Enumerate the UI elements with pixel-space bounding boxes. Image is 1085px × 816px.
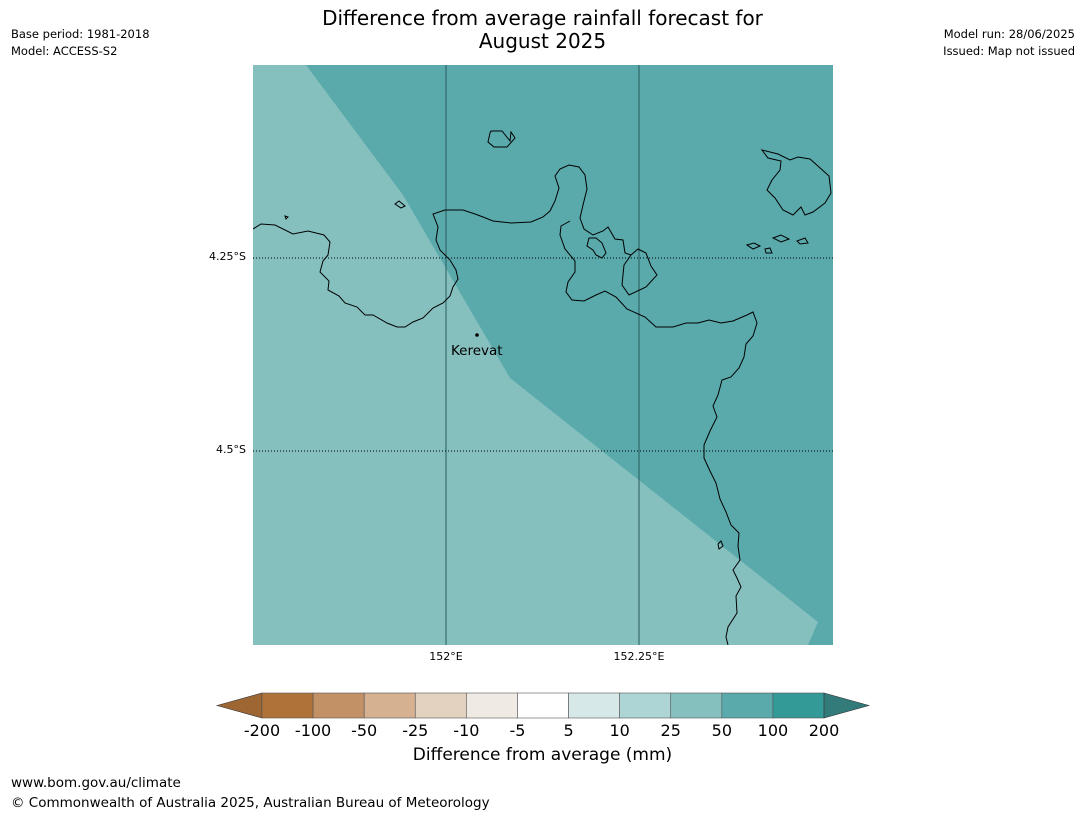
colorbar (215, 692, 871, 719)
colorbar-tick: 100 (757, 721, 789, 740)
coastline (253, 130, 832, 645)
title-line-2: August 2025 (478, 29, 607, 53)
meta-right: Model run: 28/06/2025 Issued: Map not is… (943, 26, 1075, 60)
model-run: Model run: 28/06/2025 (943, 27, 1075, 41)
lat-tick-4-25: 4.25°S (209, 250, 246, 263)
colorbar-tick: -5 (509, 721, 526, 740)
colorbar-tick: 200 (808, 721, 840, 740)
colorbar-label: Difference from average (mm) (412, 745, 673, 765)
colorbar-box (466, 692, 518, 719)
map-title: Difference from average rainfall forecas… (0, 7, 1085, 53)
band-50-100 (306, 65, 833, 645)
colorbar-box (721, 692, 774, 719)
colorbar-tick: -10 (453, 721, 480, 740)
colorbar-box (670, 692, 723, 719)
base-period: Base period: 1981-2018 (11, 27, 150, 41)
lat-tick-4-5: 4.5°S (216, 443, 246, 456)
model-name: Model: ACCESS-S2 (11, 44, 118, 58)
colorbar-tick: -50 (351, 721, 378, 740)
kerevat-dot (475, 333, 479, 337)
lon-tick-152-25: 152.25°E (613, 650, 665, 663)
meta-left: Base period: 1981-2018 Model: ACCESS-S2 (11, 26, 150, 60)
footer-copyright: © Commonwealth of Australia 2025, Austra… (11, 795, 490, 811)
colorbar-tick: -25 (402, 721, 429, 740)
colorbar-box (363, 692, 416, 719)
colorbar-box (568, 692, 620, 719)
footer-url[interactable]: www.bom.gov.au/climate (11, 775, 181, 791)
colorbar-tick: 25 (660, 721, 681, 740)
title-line-1: Difference from average rainfall forecas… (322, 6, 763, 30)
colorbar-tick: 10 (609, 721, 630, 740)
colorbar-box (517, 692, 569, 719)
colorbar-box (261, 692, 314, 719)
colorbar-extend-high (823, 692, 871, 719)
colorbar-box (414, 692, 467, 719)
colorbar-box (312, 692, 365, 719)
rainfall-map: Kerevat (253, 65, 833, 645)
lon-tick-152: 152°E (429, 650, 463, 663)
issued-status: Issued: Map not issued (943, 44, 1075, 58)
colorbar-extend-low (215, 692, 263, 719)
colorbar-tick: 50 (711, 721, 732, 740)
colorbar-box (619, 692, 672, 719)
colorbar-tick: -200 (243, 721, 281, 740)
colorbar-box (772, 692, 825, 719)
colorbar-tick: -100 (294, 721, 332, 740)
colorbar-tick: 5 (563, 721, 574, 740)
place-label: Kerevat (451, 343, 503, 359)
